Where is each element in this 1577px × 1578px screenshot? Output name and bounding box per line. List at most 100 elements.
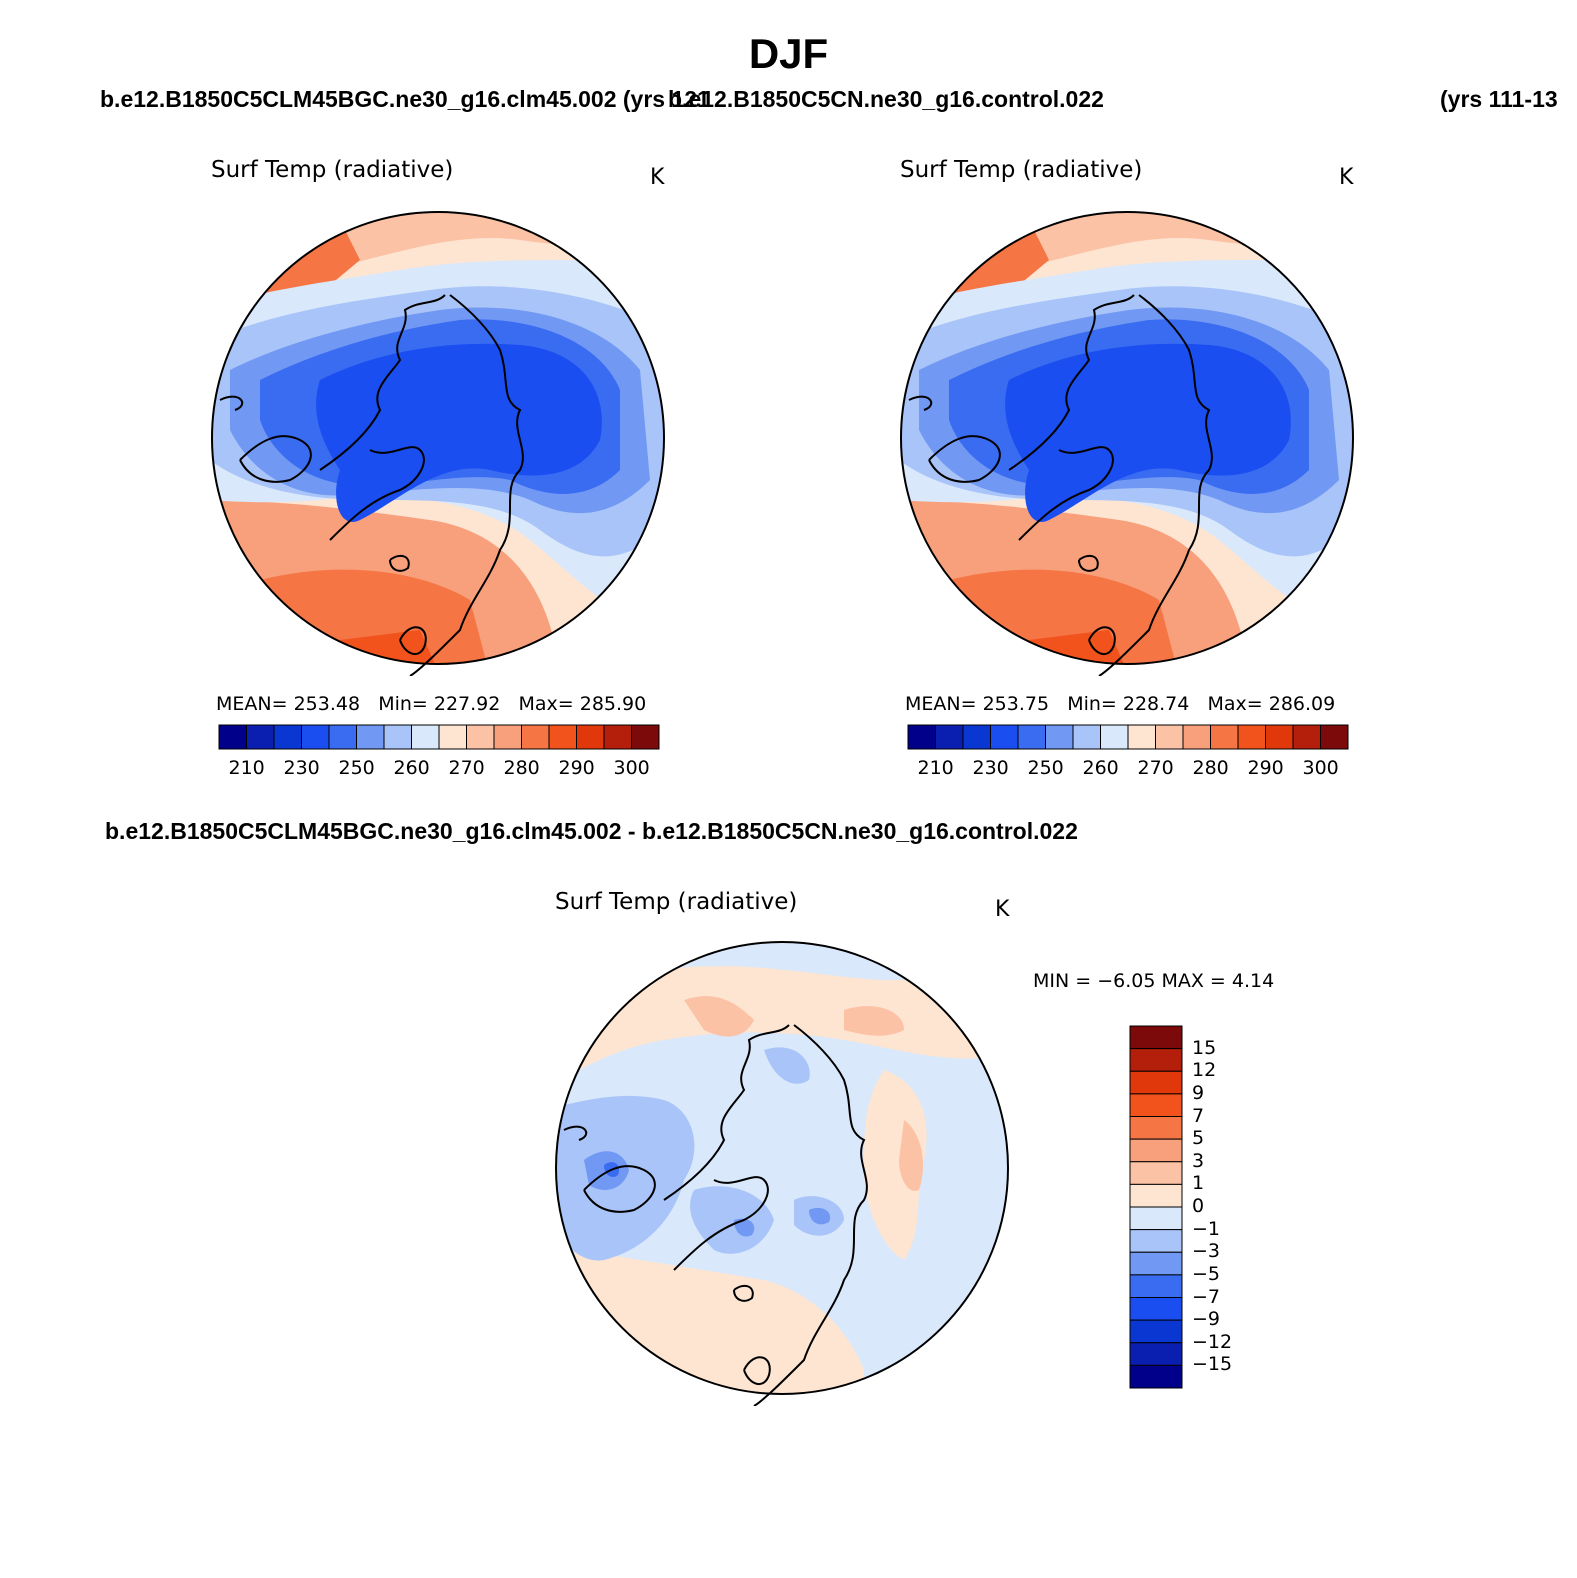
diff-colorbar-ticks: 15 12 9 7 5 3 1 0 −1 −3 −5 −7 −9 −12 −15 (1190, 1024, 1250, 1388)
panel1-colorbar-ticks: 210 230 250 260 270 280 290 300 (218, 757, 660, 781)
colorbar-tick-label: 210 (917, 757, 954, 779)
diff-coastlines (563, 1024, 868, 1406)
main-title: DJF (748, 30, 829, 77)
colorbar-box (1129, 1116, 1183, 1140)
colorbar-box (218, 724, 247, 750)
colorbar-tick-label: 280 (1192, 757, 1229, 779)
colorbar-box (1129, 1183, 1183, 1208)
colorbar-tick-label: 290 (1247, 757, 1284, 779)
colorbar-tick-label: 0 (1192, 1195, 1205, 1217)
colorbar-tick-label: 300 (613, 757, 650, 779)
colorbar-box (1129, 1342, 1183, 1366)
panel2-coastlines (908, 294, 1213, 676)
colorbar-box (1129, 1161, 1183, 1185)
diff-colorbar (1129, 1025, 1183, 1389)
diff-stats: MIN = −6.05 MAX = 4.14 (1033, 970, 1275, 992)
colorbar-box (438, 724, 467, 750)
colorbar-box (1129, 1138, 1183, 1163)
panel1-units: K (650, 165, 665, 190)
colorbar-tick-label: 270 (448, 757, 485, 779)
colorbar-box (1182, 724, 1211, 750)
colorbar-tick-label: −15 (1192, 1353, 1233, 1376)
colorbar-box (603, 724, 632, 750)
colorbar-box (1072, 724, 1101, 750)
diff-units: K (995, 897, 1010, 922)
colorbar-tick-label: 9 (1192, 1081, 1205, 1104)
panel1-field (212, 212, 664, 664)
colorbar-tick-label: 260 (393, 757, 430, 779)
diff-map (555, 941, 1009, 1406)
colorbar-box (1129, 1070, 1183, 1095)
panel2-stats: MEAN= 253.75 Min= 228.74 Max= 286.09 (905, 693, 1336, 715)
colorbar-tick-label: 250 (1027, 757, 1064, 779)
colorbar-box (1100, 724, 1129, 750)
diff-title: Surf Temp (radiative) (555, 889, 798, 915)
colorbar-box (548, 724, 577, 750)
colorbar-tick-label: 5 (1192, 1127, 1205, 1150)
colorbar-box (1129, 1229, 1183, 1253)
colorbar-box (576, 724, 605, 750)
colorbar-box (1129, 1093, 1183, 1117)
colorbar-tick-label: 300 (1302, 757, 1339, 779)
panel1-coastlines (219, 294, 524, 676)
colorbar-box (1045, 724, 1074, 750)
case-label-right: b.e12.B1850C5CN.ne30_g16.control.022 (668, 86, 1104, 112)
colorbar-box (1237, 724, 1266, 750)
colorbar-tick-label: −1 (1192, 1217, 1221, 1240)
colorbar-box (1129, 1297, 1183, 1321)
colorbar-tick-label: 260 (1082, 757, 1119, 779)
colorbar-tick-label: −5 (1192, 1262, 1221, 1285)
panel1-stats: MEAN= 253.48 Min= 227.92 Max= 285.90 (216, 693, 647, 715)
years-label-right: (yrs 111-13 (1440, 86, 1558, 112)
colorbar-box (990, 724, 1019, 750)
colorbar-box (1129, 1048, 1183, 1072)
colorbar-box (962, 724, 991, 750)
colorbar-tick-label: 230 (972, 757, 1009, 779)
panel1-map (211, 211, 665, 676)
panel2-map (900, 211, 1354, 676)
case-label-left: b.e12.B1850C5CLM45BGC.ne30_g16.clm45.002… (100, 86, 710, 112)
colorbar-box (301, 724, 330, 750)
colorbar-tick-label: −12 (1192, 1330, 1233, 1353)
colorbar-box (383, 724, 412, 750)
panel2-title: Surf Temp (radiative) (900, 157, 1143, 183)
colorbar-tick-label: −3 (1192, 1240, 1221, 1263)
colorbar-tick-label: 12 (1192, 1059, 1217, 1082)
colorbar-box (935, 724, 964, 750)
colorbar-box (521, 724, 550, 750)
colorbar-box (246, 724, 275, 750)
colorbar-tick-label: 15 (1192, 1036, 1217, 1059)
colorbar-tick-label: 290 (558, 757, 595, 779)
colorbar-box (1129, 1274, 1183, 1298)
colorbar-box (1129, 1251, 1183, 1276)
colorbar-box (1320, 724, 1349, 750)
panel1-colorbar (218, 724, 660, 750)
diff-map-border (555, 941, 1009, 1395)
colorbar-box (1129, 1364, 1183, 1389)
panel2-colorbar (907, 724, 1349, 750)
colorbar-tick-label: −7 (1192, 1285, 1221, 1308)
colorbar-tick-label: −9 (1192, 1308, 1221, 1331)
colorbar-box (328, 724, 357, 750)
colorbar-tick-label: 250 (338, 757, 375, 779)
colorbar-tick-label: 1 (1192, 1172, 1205, 1195)
panel1-title: Surf Temp (radiative) (211, 157, 454, 183)
colorbar-box (356, 724, 385, 750)
colorbar-tick-label: 280 (503, 757, 540, 779)
colorbar-box (1210, 724, 1239, 750)
panel2-map-border (900, 211, 1354, 665)
colorbar-box (466, 724, 495, 750)
case-label-diff: b.e12.B1850C5CLM45BGC.ne30_g16.clm45.002… (105, 818, 1078, 844)
colorbar-box (1129, 1025, 1183, 1050)
colorbar-box (273, 724, 302, 750)
colorbar-tick-label: 230 (283, 757, 320, 779)
panel1-map-border (211, 211, 665, 665)
colorbar-box (631, 724, 660, 750)
colorbar-tick-label: 7 (1192, 1104, 1205, 1127)
colorbar-box (1265, 724, 1294, 750)
colorbar-tick-label: 270 (1137, 757, 1174, 779)
colorbar-box (493, 724, 522, 750)
panel2-units: K (1339, 165, 1354, 190)
colorbar-box (1292, 724, 1321, 750)
colorbar-box (1127, 724, 1156, 750)
